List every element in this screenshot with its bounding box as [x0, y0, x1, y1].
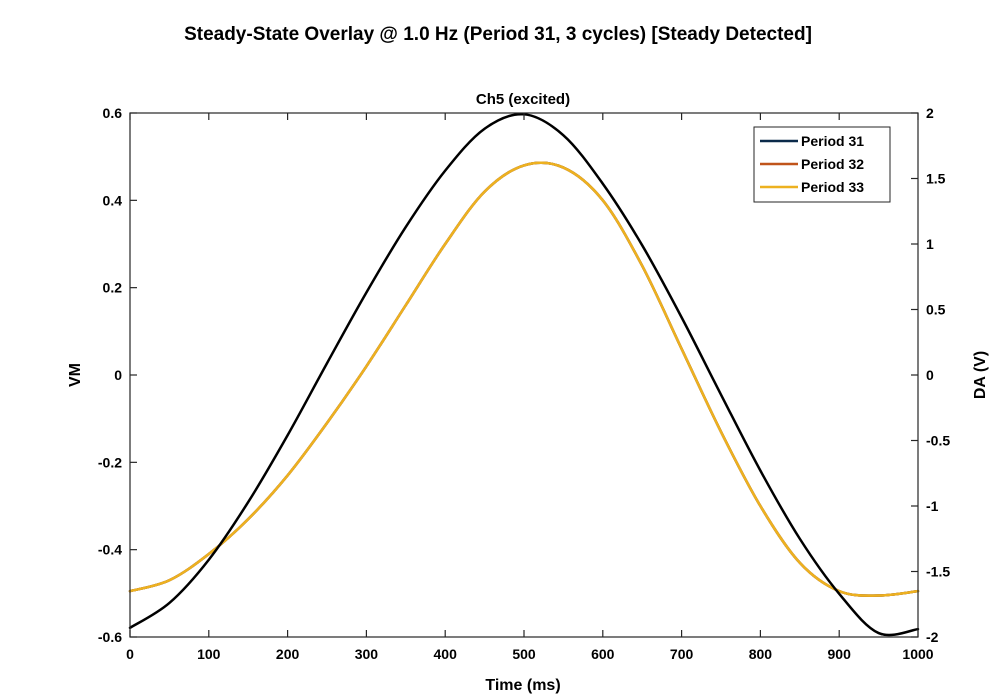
y-right-tick-label: 1: [926, 236, 934, 252]
y-axis-left-label: VM: [67, 363, 84, 387]
x-axis-label: Time (ms): [485, 677, 560, 694]
x-tick-label: 100: [197, 646, 221, 662]
legend-entry-label: Period 32: [801, 156, 864, 172]
x-tick-label: 700: [670, 646, 694, 662]
legend: Period 31 Period 32 Period 33: [753, 126, 891, 203]
y-left-tick-label: 0.4: [103, 192, 123, 208]
x-tick-label: 600: [591, 646, 615, 662]
y-left-tick-label: -0.6: [98, 629, 122, 645]
y-right-tick-label: -1: [926, 498, 939, 514]
y-right-tick-label: 2: [926, 105, 934, 121]
x-tick-label: 1000: [902, 646, 933, 662]
x-tick-label: 400: [434, 646, 458, 662]
chart-title: Steady-State Overlay @ 1.0 Hz (Period 31…: [184, 24, 812, 45]
y-right-tick-label: -2: [926, 629, 939, 645]
legend-entry-label: Period 31: [801, 133, 864, 149]
ticks-group: 0 100 200 300 400 500 600 700 800 900 1000-0.6-0.4…: [98, 105, 950, 662]
x-tick-label: 900: [828, 646, 852, 662]
x-tick-label: 800: [749, 646, 773, 662]
axes-title: Ch5 (excited): [476, 91, 570, 108]
y-left-tick-label: 0.2: [103, 280, 123, 296]
y-right-tick-label: -0.5: [926, 433, 950, 449]
x-tick-label: 300: [355, 646, 379, 662]
y-left-tick-label: -0.4: [98, 542, 122, 558]
y-right-tick-label: -1.5: [926, 564, 950, 580]
x-tick-label: 0: [126, 646, 134, 662]
y-right-tick-label: 0.5: [926, 302, 946, 318]
y-left-tick-label: 0.6: [103, 105, 123, 121]
y-right-tick-label: 1.5: [926, 171, 946, 187]
y-right-tick-label: 0: [926, 367, 934, 383]
x-tick-label: 500: [512, 646, 536, 662]
series-line-period-33: [128, 161, 920, 597]
y-left-tick-label: 0: [114, 367, 122, 383]
legend-entry-label: Period 33: [801, 179, 864, 195]
y-left-tick-label: -0.2: [98, 454, 122, 470]
x-tick-label: 200: [276, 646, 300, 662]
y-axis-right-label: DA (V): [972, 351, 989, 399]
